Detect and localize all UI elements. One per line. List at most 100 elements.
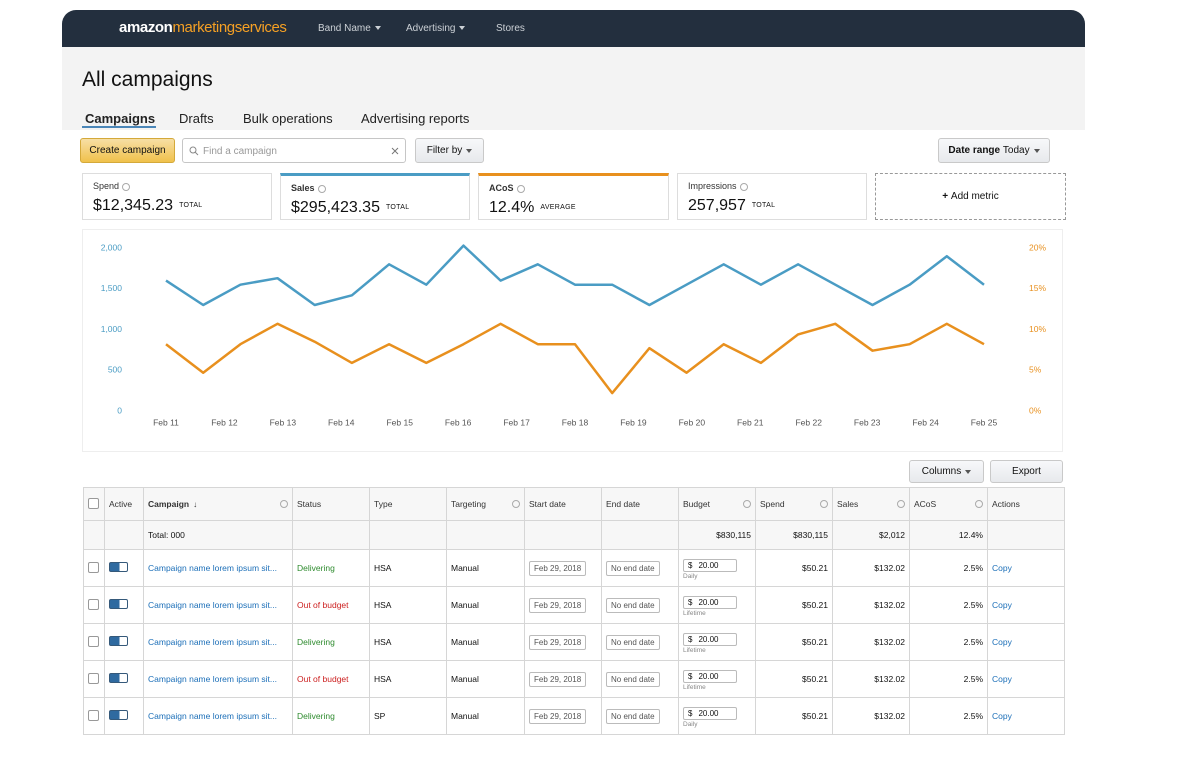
start-date[interactable]: Feb 29, 2018: [529, 560, 587, 576]
metric-card[interactable]: ACoS 12.4% AVERAGE: [478, 173, 669, 220]
nav-item[interactable]: Stores: [496, 23, 525, 34]
toggle[interactable]: [109, 562, 128, 572]
create-button[interactable]: Create campaign: [80, 138, 175, 163]
copy-link[interactable]: Copy: [992, 637, 1012, 647]
sort-arrow: ↓: [193, 500, 198, 509]
logo-text: amazon: [119, 19, 173, 36]
metric-card[interactable]: Impressions 257,957 TOTAL: [677, 173, 867, 220]
button-label: Export: [1012, 466, 1041, 477]
cell: Copy: [987, 697, 1065, 735]
metric-label: ACoS: [489, 183, 525, 193]
header-cell[interactable]: ACoS: [909, 487, 988, 521]
campaign-link[interactable]: Campaign name lorem ipsum sit...: [148, 600, 277, 610]
total-sales: $2,012: [879, 530, 905, 540]
toggle[interactable]: [109, 636, 128, 646]
budget-input[interactable]: $20.00: [683, 559, 738, 572]
header-cell[interactable]: Sales: [832, 487, 910, 521]
end-date[interactable]: No end date: [606, 708, 660, 724]
info-icon: [743, 500, 751, 508]
cell: 2.5%: [909, 586, 988, 624]
start-date[interactable]: Feb 29, 2018: [529, 671, 587, 687]
start-date[interactable]: Feb 29, 2018: [529, 597, 587, 613]
filter-button[interactable]: Filter by: [415, 138, 484, 163]
cell: No end date: [601, 549, 679, 587]
logo[interactable]: amazonmarketingservices: [119, 19, 287, 36]
checkbox[interactable]: [88, 672, 99, 684]
copy-link[interactable]: Copy: [992, 711, 1012, 721]
cell: Out of budget: [292, 586, 370, 624]
budget-input[interactable]: $20.00: [683, 670, 738, 683]
search-box[interactable]: Find a campaign: [182, 138, 406, 163]
data-line: [165, 244, 985, 307]
y2-tick-label: 5%: [1029, 365, 1042, 375]
metric-value: $12,345.23 TOTAL: [93, 197, 203, 215]
header-cell[interactable]: Type: [369, 487, 447, 521]
checkbox[interactable]: [88, 709, 99, 721]
start-date[interactable]: Feb 29, 2018: [529, 708, 587, 724]
y-tick-label: 1,500: [101, 283, 123, 293]
copy-link[interactable]: Copy: [992, 674, 1012, 684]
nav-item[interactable]: Advertising: [406, 23, 466, 34]
toggle[interactable]: [109, 673, 128, 683]
cell: Copy: [987, 660, 1065, 698]
campaign-link[interactable]: Campaign name lorem ipsum sit...: [148, 563, 277, 573]
header-cell[interactable]: Active: [104, 487, 144, 521]
columns-button[interactable]: Columns: [909, 460, 984, 483]
budget-input[interactable]: $20.00: [683, 707, 738, 720]
nav-item[interactable]: Band Name: [318, 23, 381, 34]
end-date[interactable]: No end date: [606, 597, 660, 613]
cell: [83, 549, 105, 587]
toggle[interactable]: [109, 710, 128, 720]
date-range-button[interactable]: Date range Today: [938, 138, 1050, 163]
checkbox[interactable]: [88, 635, 99, 647]
campaign-link[interactable]: Campaign name lorem ipsum sit...: [148, 637, 277, 647]
metric-label-text: Sales: [291, 183, 315, 193]
logo-text: marketingservices: [172, 19, 287, 36]
y-tick-label: 1,000: [101, 324, 123, 334]
header-label: End date: [606, 499, 641, 509]
checkbox[interactable]: [88, 497, 99, 509]
tab[interactable]: Bulk operations: [243, 111, 333, 126]
metric-card[interactable]: Sales $295,423.35 TOTAL: [280, 173, 470, 220]
button-label: Filter by: [426, 145, 463, 156]
header-cell[interactable]: Start date: [524, 487, 602, 521]
cell: Copy: [987, 549, 1065, 587]
header-label: Status: [297, 499, 322, 509]
header-cell[interactable]: Actions: [987, 487, 1065, 521]
budget-input[interactable]: $20.00: [683, 596, 738, 609]
header-cell[interactable]: Status: [292, 487, 370, 521]
tab[interactable]: Advertising reports: [361, 111, 470, 126]
header-cell[interactable]: Budget: [678, 487, 756, 521]
export-button[interactable]: Export: [990, 460, 1063, 483]
y2-tick-label: 20%: [1029, 242, 1046, 252]
add-metric[interactable]: + Add metric: [875, 173, 1066, 220]
copy-link[interactable]: Copy: [992, 563, 1012, 573]
cell: Total: 000: [143, 520, 293, 550]
header-cell[interactable]: Spend: [755, 487, 833, 521]
end-date[interactable]: No end date: [606, 634, 660, 650]
metric-card[interactable]: Spend $12,345.23 TOTAL: [82, 173, 272, 220]
header-cell[interactable]: Campaign ↓: [143, 487, 293, 521]
checkbox[interactable]: [88, 561, 99, 573]
campaign-link[interactable]: Campaign name lorem ipsum sit...: [148, 711, 277, 721]
tab[interactable]: Drafts: [179, 111, 214, 126]
header-cell[interactable]: End date: [601, 487, 679, 521]
copy-link[interactable]: Copy: [992, 600, 1012, 610]
start-date[interactable]: Feb 29, 2018: [529, 634, 587, 650]
end-date[interactable]: No end date: [606, 671, 660, 687]
toggle[interactable]: [109, 599, 128, 609]
cell: [601, 520, 679, 550]
x-tick-label: Feb 18: [562, 417, 589, 427]
clear-icon[interactable]: [391, 147, 399, 155]
campaign-link[interactable]: Campaign name lorem ipsum sit...: [148, 674, 277, 684]
tab[interactable]: Campaigns: [85, 111, 156, 126]
header-label: Actions: [992, 499, 1020, 509]
cell: $50.21: [755, 623, 833, 661]
table-row: Campaign name lorem ipsum sit... Out of b…: [83, 660, 1065, 698]
metric-label-text: ACoS: [489, 183, 514, 193]
end-date[interactable]: No end date: [606, 560, 660, 576]
header-cell[interactable]: Targeting: [446, 487, 525, 521]
checkbox[interactable]: [88, 598, 99, 610]
budget-input[interactable]: $20.00: [683, 633, 738, 646]
metric-unit: AVERAGE: [540, 204, 576, 212]
